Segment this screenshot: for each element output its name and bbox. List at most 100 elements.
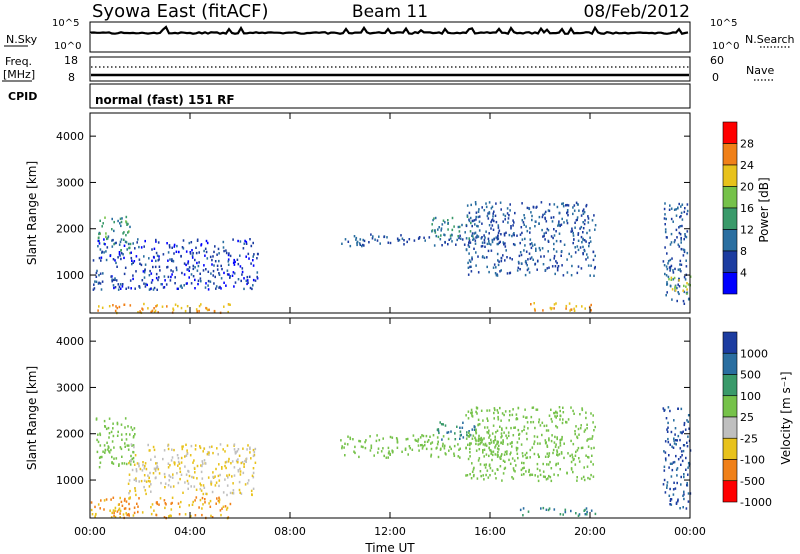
heatmap-cell	[561, 435, 563, 439]
heatmap-cell	[202, 269, 205, 272]
heatmap-cell	[534, 220, 537, 223]
heatmap-cell	[518, 262, 520, 265]
heatmap-cell	[225, 508, 228, 511]
heatmap-cell	[425, 447, 428, 451]
heatmap-cell	[497, 263, 500, 267]
heatmap-cell	[472, 434, 475, 437]
heatmap-cell	[561, 438, 563, 441]
heatmap-cell	[566, 219, 568, 222]
heatmap-cell	[467, 443, 469, 446]
heatmap-cell	[558, 232, 561, 235]
heatmap-cell	[167, 444, 169, 447]
heatmap-cell	[487, 249, 490, 253]
heatmap-cell	[477, 459, 480, 462]
heatmap-cell	[180, 284, 182, 287]
heatmap-cell	[572, 470, 574, 474]
heatmap-cell	[503, 413, 505, 417]
heatmap-cell	[589, 240, 592, 243]
y-tick-label: 1000	[56, 474, 84, 487]
heatmap-cell	[129, 433, 131, 436]
heatmap-cell	[177, 304, 179, 308]
heatmap-cell	[679, 431, 682, 434]
heatmap-cell	[526, 437, 528, 441]
heatmap-cell	[347, 435, 349, 438]
heatmap-cell	[91, 513, 94, 516]
heatmap-cell	[179, 470, 182, 473]
heatmap-cell	[225, 249, 227, 252]
heatmap-cell	[671, 298, 673, 301]
heatmap-cell	[509, 462, 512, 465]
heatmap-cell	[458, 230, 461, 233]
heatmap-cell	[377, 451, 379, 454]
heatmap-cell	[189, 251, 192, 254]
heatmap-cell	[508, 233, 511, 237]
heatmap-cell	[497, 418, 500, 421]
heatmap-cell	[114, 515, 117, 519]
heatmap-cell	[225, 460, 228, 464]
heatmap-cell	[127, 513, 130, 516]
heatmap-cell	[521, 202, 523, 205]
heatmap-cell	[355, 238, 357, 241]
heatmap-cell	[465, 248, 468, 252]
heatmap-cell	[576, 245, 579, 248]
heatmap-cell	[173, 252, 175, 255]
heatmap-cell	[664, 457, 667, 460]
heatmap-cell	[684, 428, 687, 431]
heatmap-cell	[225, 251, 228, 255]
heatmap-cell	[216, 264, 219, 267]
heatmap-cell	[503, 243, 505, 246]
heatmap-cell	[428, 236, 431, 239]
heatmap-cell	[574, 454, 577, 457]
heatmap-cell	[499, 201, 502, 204]
heatmap-cell	[682, 289, 684, 292]
heatmap-cell	[586, 427, 588, 430]
heatmap-cell	[143, 271, 146, 274]
heatmap-cell	[143, 282, 145, 285]
heatmap-cell	[552, 236, 554, 240]
heatmap-cell	[369, 449, 372, 452]
heatmap-cell	[241, 273, 243, 276]
heatmap-cell	[194, 448, 197, 451]
heatmap-cell	[373, 454, 375, 457]
heatmap-cell	[553, 441, 556, 444]
heatmap-cell	[153, 247, 156, 250]
heatmap-cell	[555, 239, 558, 243]
heatmap-cell	[578, 460, 581, 463]
heatmap-cell	[444, 221, 446, 224]
heatmap-cell	[206, 453, 209, 456]
heatmap-cell	[182, 445, 184, 448]
heatmap-cell	[555, 250, 558, 253]
heatmap-cell	[212, 451, 214, 455]
heatmap-cell	[220, 264, 222, 268]
heatmap-cell	[447, 243, 449, 246]
frequency-panel-frame	[89, 56, 691, 82]
heatmap-cell	[419, 436, 422, 439]
heatmap-cell	[135, 479, 137, 483]
heatmap-cell	[508, 458, 510, 462]
heatmap-cell	[155, 272, 158, 276]
heatmap-cell	[192, 275, 195, 278]
heatmap-cell	[221, 507, 223, 510]
heatmap-cell	[584, 513, 587, 516]
heatmap-cell	[509, 453, 511, 456]
heatmap-cell	[665, 417, 668, 420]
heatmap-cell	[147, 479, 150, 483]
heatmap-cell	[220, 277, 223, 280]
heatmap-cell	[130, 426, 132, 429]
heatmap-cell	[252, 264, 255, 267]
heatmap-cell	[442, 423, 444, 426]
heatmap-cell	[202, 492, 205, 496]
heatmap-cell	[94, 515, 96, 518]
heatmap-cell	[192, 476, 195, 479]
heatmap-cell	[211, 490, 214, 494]
heatmap-cell	[556, 269, 559, 272]
heatmap-cell	[243, 277, 245, 280]
heatmap-cell	[473, 237, 475, 240]
heatmap-cell	[229, 275, 231, 278]
heatmap-cell	[360, 445, 363, 448]
velocity-y-axis-label: Slant Range [km]	[25, 366, 39, 470]
heatmap-cell	[582, 209, 584, 213]
x-tick-label: 16:00	[474, 525, 506, 538]
heatmap-cell	[511, 258, 513, 261]
heatmap-cell	[683, 249, 686, 252]
